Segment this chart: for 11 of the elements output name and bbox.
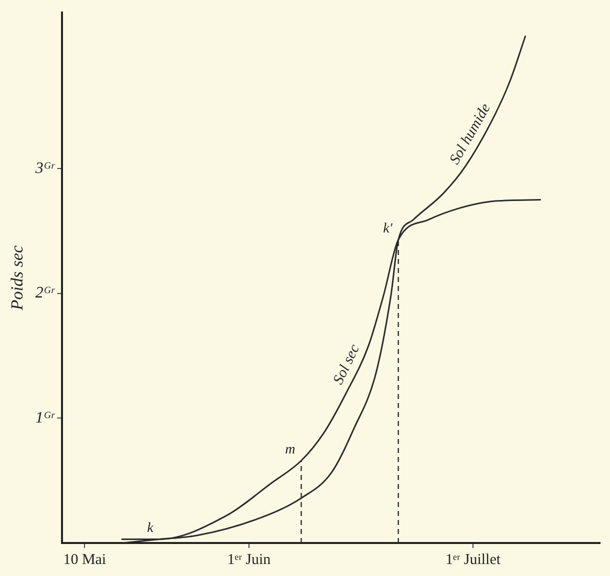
y-axis-title: Poids sec xyxy=(8,245,27,312)
y-tick-label: 3ᴳʳ xyxy=(34,160,56,177)
x-tick-label: 10 Mai xyxy=(63,552,106,568)
y-tick-label: 1ᴳʳ xyxy=(35,409,56,426)
x-tick-label: 1ᵉʳ Juin xyxy=(227,552,272,568)
annotation: k xyxy=(147,520,154,536)
annotation: m xyxy=(285,442,296,458)
y-tick-label: 2ᴳʳ xyxy=(35,284,56,302)
text: Sol sec xyxy=(330,342,364,388)
annotation: k' xyxy=(383,221,394,236)
x-tick-label: 1ᵉʳ Juillet xyxy=(446,552,502,568)
